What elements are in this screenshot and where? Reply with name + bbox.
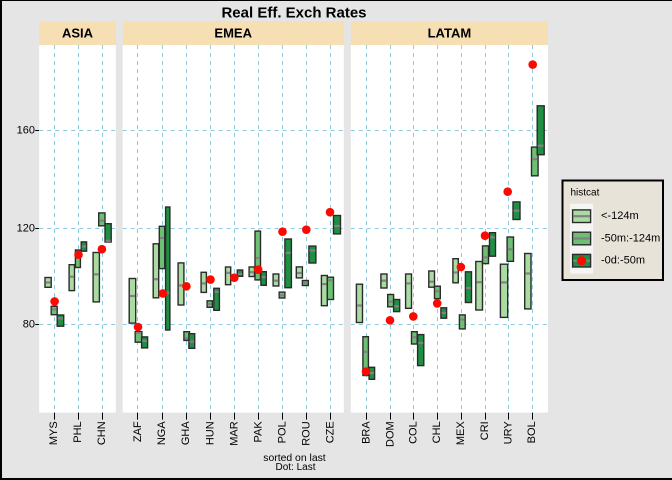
svg-text:GHA: GHA: [180, 421, 192, 446]
svg-text:COL: COL: [408, 421, 420, 444]
svg-text:HUN: HUN: [204, 421, 216, 445]
svg-text:Real Eff. Exch Rates: Real Eff. Exch Rates: [221, 5, 366, 22]
svg-text:-50m:-124m: -50m:-124m: [601, 233, 660, 245]
svg-text:MAR: MAR: [228, 421, 240, 446]
svg-text:LATAM: LATAM: [428, 26, 472, 41]
svg-text:CRI: CRI: [479, 421, 491, 440]
svg-text:MEX: MEX: [455, 421, 467, 446]
svg-text:ASIA: ASIA: [62, 26, 94, 41]
svg-text:BOL: BOL: [526, 421, 538, 443]
svg-text:CHN: CHN: [96, 421, 108, 445]
svg-text:URY: URY: [502, 421, 514, 445]
svg-text:sorted on last: sorted on last: [263, 453, 325, 464]
svg-text:ROU: ROU: [300, 421, 312, 446]
svg-text:CZE: CZE: [325, 421, 337, 443]
svg-text:EMEA: EMEA: [214, 26, 252, 41]
svg-text:CHL: CHL: [431, 421, 443, 443]
svg-text:PAK: PAK: [252, 421, 264, 443]
svg-text:160: 160: [17, 125, 35, 137]
svg-text:-0d:-50m: -0d:-50m: [601, 255, 645, 267]
svg-text:histcat: histcat: [571, 187, 600, 198]
svg-text:MYS: MYS: [48, 421, 60, 445]
svg-text:120: 120: [17, 223, 35, 235]
svg-text:PHL: PHL: [72, 421, 84, 442]
svg-text:80: 80: [23, 319, 35, 331]
svg-text:BRA: BRA: [361, 421, 373, 444]
svg-text:Dot: Last: Dot: Last: [275, 462, 315, 473]
svg-text:POL: POL: [277, 421, 289, 443]
svg-text:DOM: DOM: [384, 421, 396, 447]
svg-text:<-124m: <-124m: [601, 210, 639, 222]
svg-text:NGA: NGA: [156, 421, 168, 446]
svg-text:ZAF: ZAF: [132, 421, 144, 442]
